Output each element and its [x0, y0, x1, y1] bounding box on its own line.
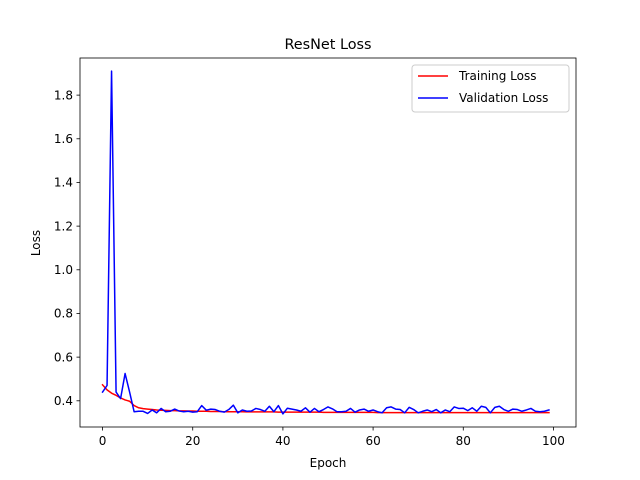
- chart-title: ResNet Loss: [284, 37, 371, 53]
- y-tick-label: 0.4: [54, 394, 73, 408]
- y-tick-label: 0.6: [54, 350, 73, 364]
- y-axis-label: Loss: [29, 230, 43, 256]
- y-tick-label: 1.0: [54, 263, 73, 277]
- legend-box: [411, 64, 570, 113]
- x-axis-ticks: 0 20 40 60 80 100: [99, 427, 565, 448]
- x-tick-label: 80: [456, 434, 471, 448]
- validation-loss-line: [101, 70, 550, 415]
- y-tick-label: 1.4: [54, 176, 73, 190]
- y-axis-ticks: 0.4 0.6 0.8 1.0 1.2 1.4 1.6 1.8: [54, 88, 80, 408]
- x-axis-label: Epoch: [310, 456, 347, 470]
- y-tick-label: 1.6: [54, 132, 73, 146]
- legend-label-training: Training Loss: [458, 69, 536, 83]
- axes-frame: [79, 57, 577, 428]
- x-tick-label: 60: [365, 434, 380, 448]
- x-tick-label: 0: [99, 434, 107, 448]
- legend-label-validation: Validation Loss: [459, 91, 548, 105]
- series-lines: [101, 70, 550, 415]
- x-tick-label: 40: [275, 434, 290, 448]
- y-tick-label: 0.8: [54, 307, 73, 321]
- y-tick-label: 1.2: [54, 219, 73, 233]
- x-tick-label: 20: [185, 434, 200, 448]
- x-tick-label: 100: [542, 434, 565, 448]
- legend: Training Loss Validation Loss: [411, 64, 570, 113]
- y-tick-label: 1.8: [54, 88, 73, 102]
